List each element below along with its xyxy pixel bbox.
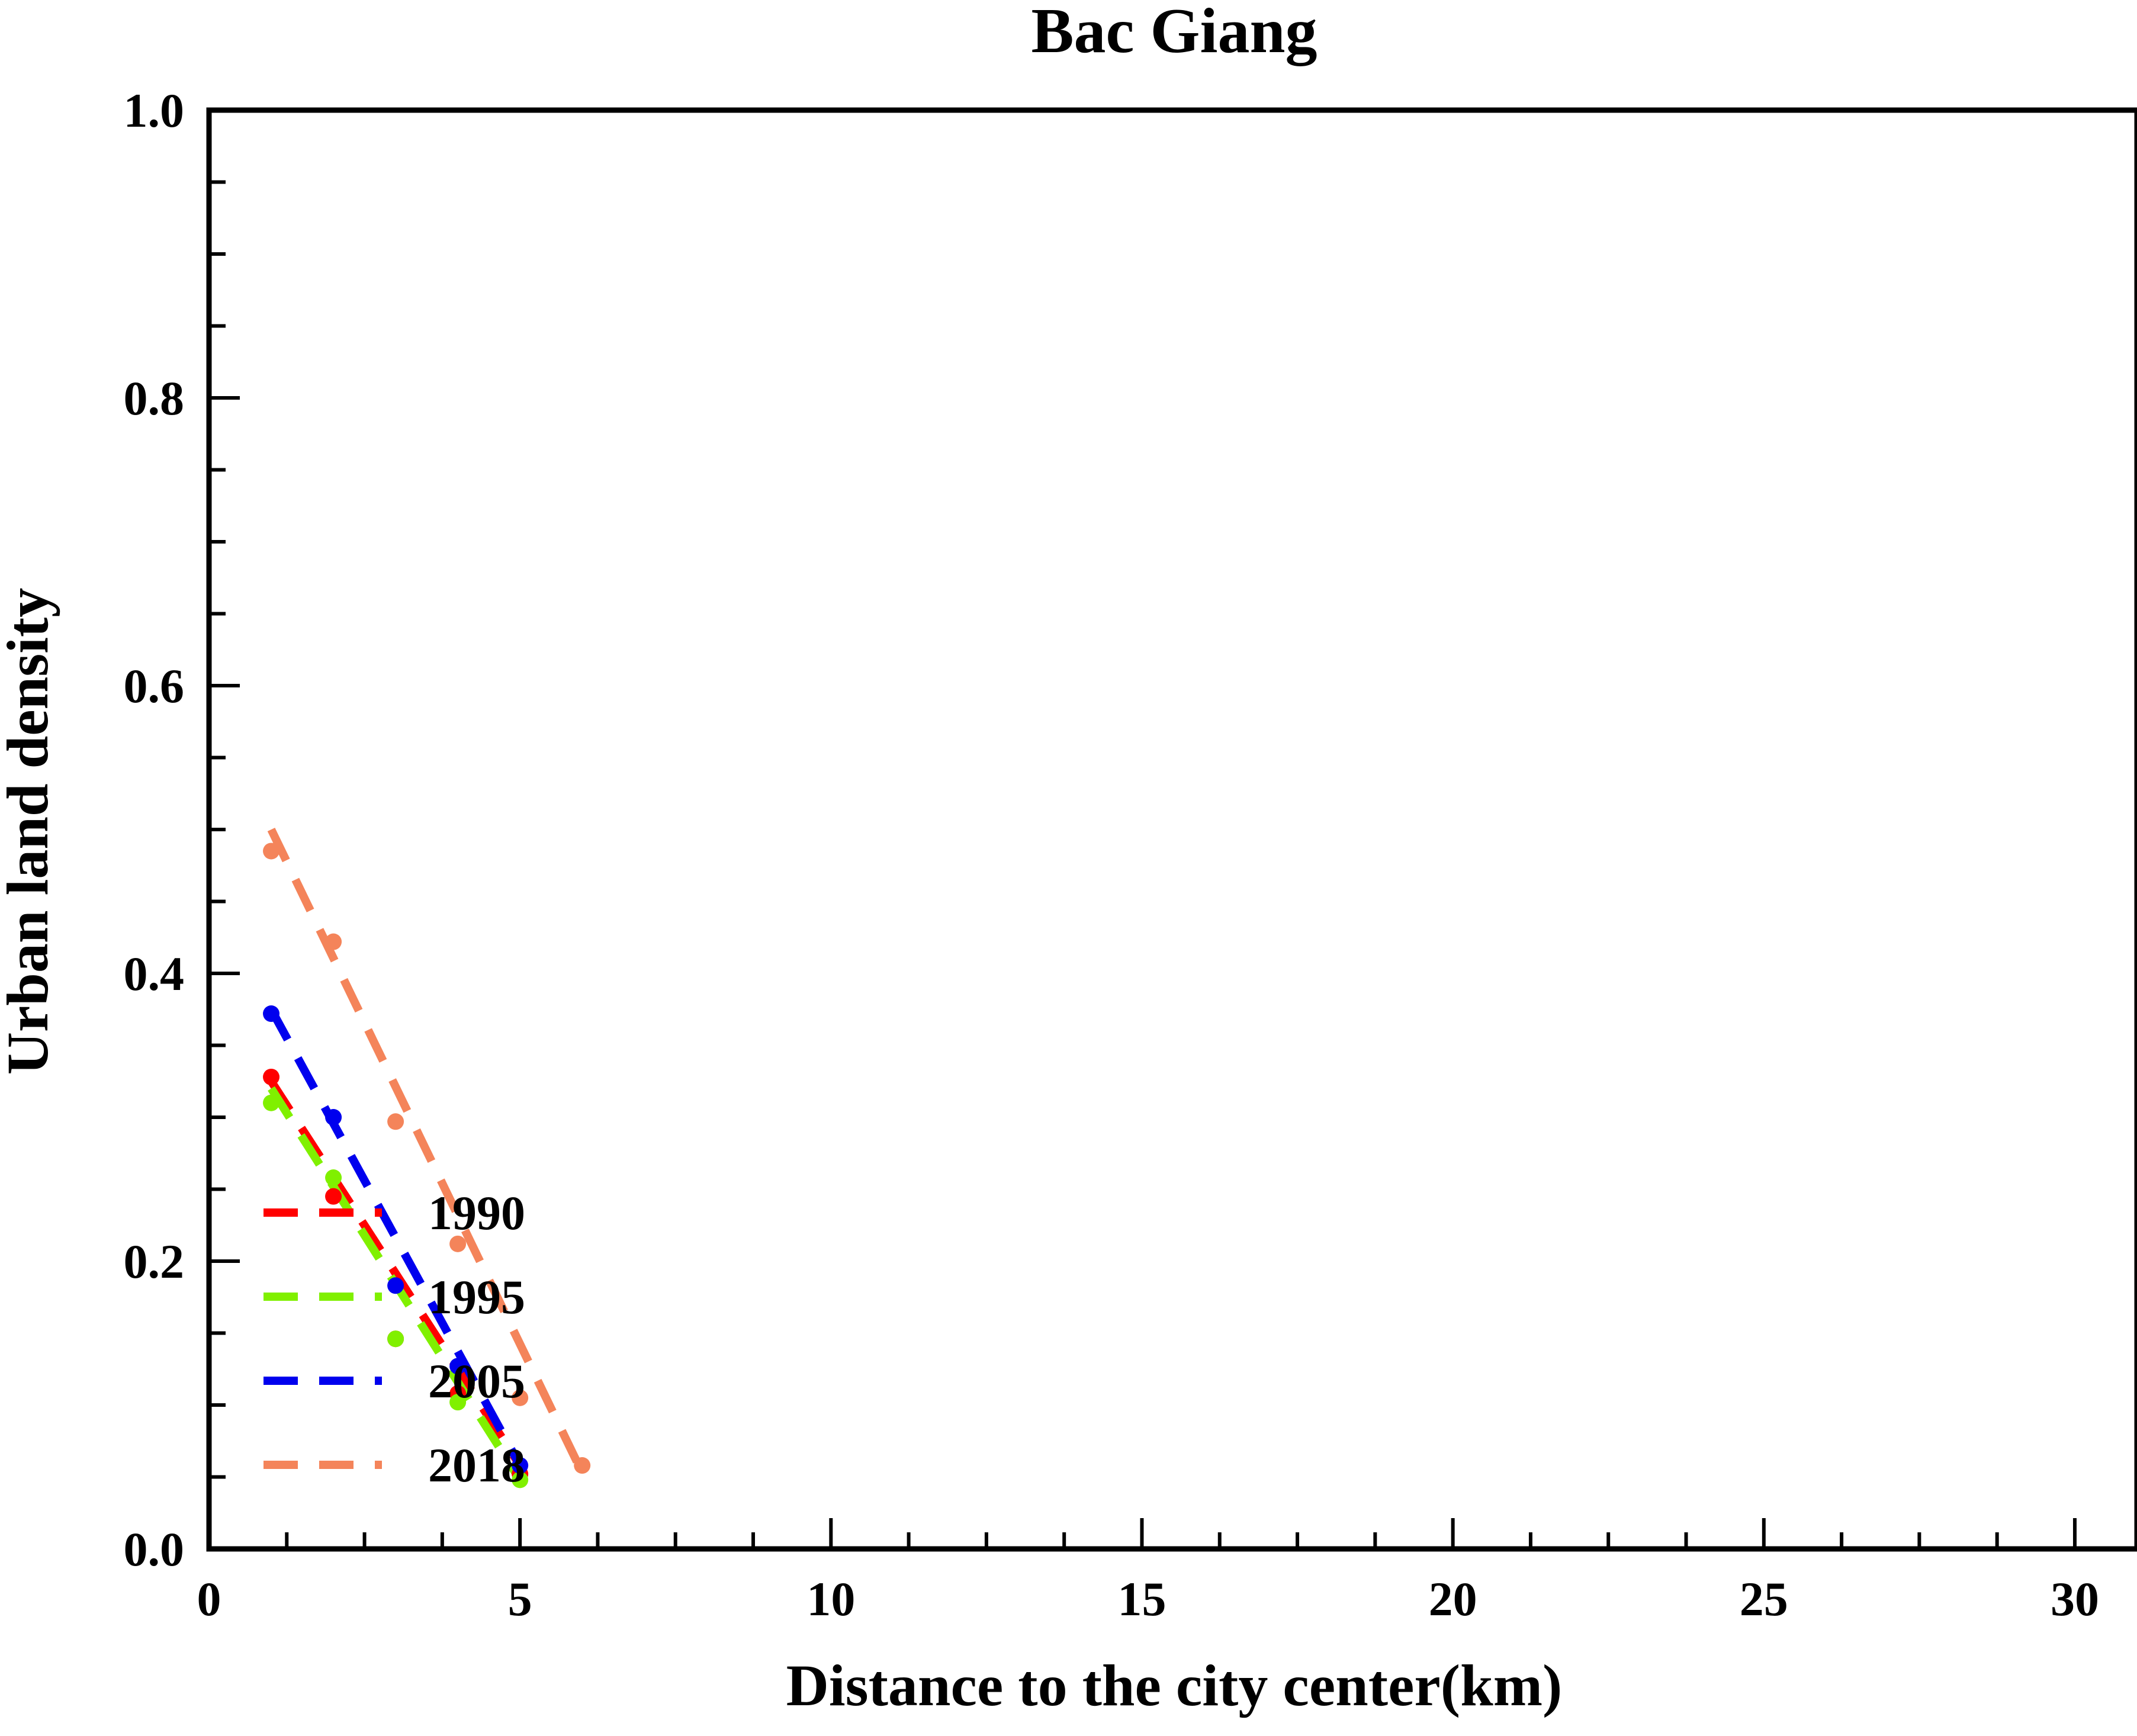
y-axis-label: Urban land density xyxy=(0,588,60,1075)
data-points xyxy=(263,843,591,1489)
plot-frame xyxy=(206,107,2137,1552)
x-tick-label: 30 xyxy=(2051,1572,2099,1626)
y-tick-label: 0.4 xyxy=(124,947,185,1001)
x-tick-label: 5 xyxy=(508,1572,532,1626)
fit-line-2005 xyxy=(267,1007,524,1468)
data-point-1995 xyxy=(325,1169,342,1187)
tick-labels: 0 5 10 15 20 25 30 0.0 0.2 0.4 0.6 0.8 1.0 xyxy=(124,83,2099,1626)
x-tick-label: 10 xyxy=(806,1572,855,1626)
data-point-2005 xyxy=(387,1277,404,1294)
data-point-2005 xyxy=(263,1005,280,1023)
x-tick-label: 15 xyxy=(1117,1572,1166,1626)
x-tick-label: 25 xyxy=(1740,1572,1788,1626)
data-point-2005 xyxy=(449,1358,467,1375)
y-tick-label: 0.6 xyxy=(124,659,185,713)
x-tick-label: 0 xyxy=(197,1572,221,1626)
legend-label-2005: 2005 xyxy=(428,1354,525,1408)
legend-label-2018: 2018 xyxy=(428,1438,525,1492)
y-tick-label: 0.0 xyxy=(124,1522,185,1576)
axis-ticks xyxy=(207,108,2077,1551)
y-tick-label: 1.0 xyxy=(124,83,185,137)
data-point-1995 xyxy=(449,1394,467,1411)
data-point-1995 xyxy=(512,1471,529,1489)
data-point-2005 xyxy=(325,1109,342,1126)
x-axis-label: Distance to the city center(km) xyxy=(786,1653,1563,1718)
legend-label-1990: 1990 xyxy=(428,1186,525,1240)
data-point-2018 xyxy=(325,933,342,950)
legend: 1990 1995 2005 2018 xyxy=(263,1186,525,1492)
data-point-1990 xyxy=(263,1068,280,1085)
data-point-2018 xyxy=(387,1113,404,1130)
data-point-2018 xyxy=(574,1457,591,1474)
fit-line-2018 xyxy=(267,827,586,1475)
data-point-1995 xyxy=(387,1330,404,1348)
y-tick-label: 0.8 xyxy=(124,371,185,425)
data-point-2018 xyxy=(449,1235,467,1252)
fit-line-1990 xyxy=(268,1079,524,1468)
data-point-1990 xyxy=(325,1188,342,1205)
data-point-1995 xyxy=(263,1094,280,1111)
data-point-2018 xyxy=(263,843,280,860)
legend-label-1995: 1995 xyxy=(428,1270,525,1324)
chart-title: Bac Giang xyxy=(1031,0,1317,66)
y-tick-label: 0.2 xyxy=(124,1235,185,1288)
data-point-2005 xyxy=(512,1457,529,1474)
x-tick-label: 20 xyxy=(1429,1572,1477,1626)
data-point-2018 xyxy=(512,1389,529,1406)
